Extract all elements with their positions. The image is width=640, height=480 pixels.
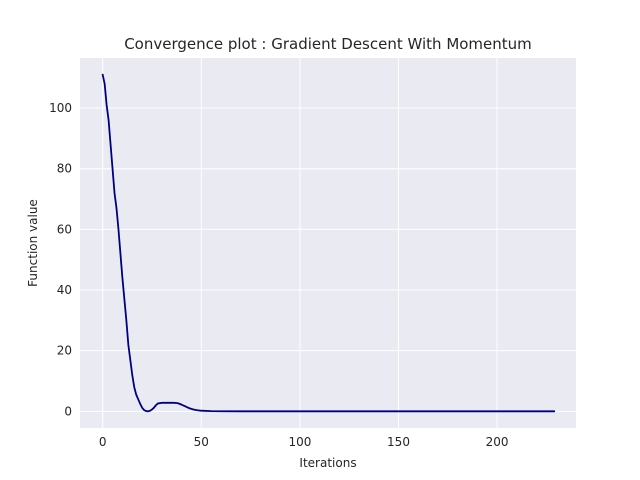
chart-title: Convergence plot : Gradient Descent With… (124, 35, 532, 53)
x-tick-label: 200 (486, 435, 509, 449)
x-tick-label: 50 (194, 435, 209, 449)
x-tick-label: 150 (387, 435, 410, 449)
y-tick-label: 40 (57, 283, 72, 297)
y-tick-labels: 0 20 40 60 80 100 (49, 101, 72, 418)
plot-area (80, 58, 576, 428)
x-axis-label: Iterations (299, 456, 356, 470)
y-axis-label: Function value (26, 199, 40, 287)
x-tick-labels: 0 50 100 150 200 (99, 435, 509, 449)
series-layer (101, 73, 556, 413)
x-grid (102, 58, 498, 428)
y-tick-label: 100 (49, 101, 72, 115)
y-tick-label: 20 (57, 344, 72, 358)
x-tick-label: 0 (99, 435, 107, 449)
y-tick-label: 0 (64, 404, 72, 418)
y-tick-label: 60 (57, 222, 72, 236)
x-tick-label: 100 (288, 435, 311, 449)
series-line (101, 73, 556, 413)
y-tick-label: 80 (57, 162, 72, 176)
